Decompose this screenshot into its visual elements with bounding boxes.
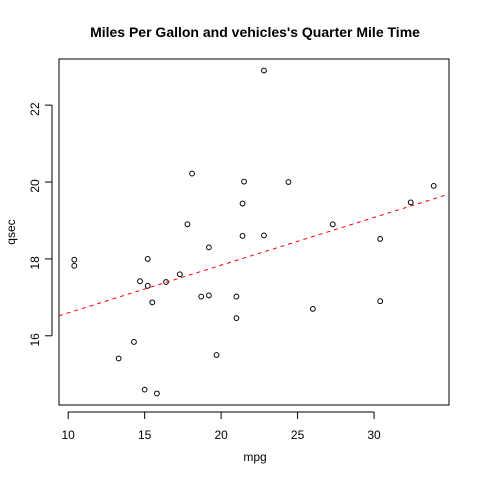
data-point-1 (233, 293, 240, 300)
data-point-14 (71, 256, 78, 263)
data-point-6 (131, 339, 137, 345)
data-point-16 (137, 278, 143, 285)
x-tick-label-15: 15 (138, 428, 152, 442)
data-point-8 (261, 67, 267, 74)
data-point-9 (205, 244, 212, 251)
data-point-29 (213, 352, 220, 358)
data-point-22 (144, 282, 151, 289)
data-point-0 (233, 315, 240, 322)
x-tick-label-25: 25 (291, 428, 305, 442)
regression-line (58, 193, 450, 317)
data-point-5 (189, 170, 195, 177)
plot-border (58, 58, 450, 406)
data-point-26 (309, 305, 316, 312)
points-layer (71, 67, 437, 397)
data-point-20 (241, 178, 247, 185)
data-point-12 (176, 271, 183, 278)
y-tick-label-20: 20 (28, 179, 42, 193)
data-point-18 (377, 236, 384, 242)
y-tick-label-22: 22 (28, 102, 42, 116)
data-point-19 (430, 182, 437, 189)
data-point-21 (149, 299, 156, 306)
data-point-2 (261, 232, 267, 239)
data-point-4 (198, 293, 205, 300)
y-tick-label-18: 18 (28, 256, 42, 270)
x-tick-label-10: 10 (61, 428, 75, 442)
y-tick-label-16: 16 (28, 333, 42, 347)
data-point-30 (141, 386, 148, 393)
x-tick-label-20: 20 (214, 428, 228, 442)
x-tick-label-30: 30 (367, 428, 381, 442)
data-point-31 (239, 232, 246, 239)
data-point-27 (377, 298, 384, 305)
data-point-15 (71, 262, 78, 269)
y-axis: 16 18 20 22 (28, 102, 53, 347)
data-point-28 (153, 390, 160, 397)
data-point-25 (329, 221, 336, 228)
data-point-13 (144, 256, 151, 262)
y-axis-label: qsec (4, 219, 18, 244)
chart-title: Miles Per Gallon and vehicles's Quarter … (90, 24, 420, 40)
data-point-3 (239, 200, 246, 207)
x-axis: 10 15 20 25 30 (61, 411, 381, 442)
x-axis-label: mpg (243, 450, 266, 464)
data-point-24 (205, 292, 212, 299)
data-point-17 (407, 199, 414, 206)
fit-line-layer (58, 193, 450, 317)
data-point-10 (184, 221, 191, 228)
data-point-23 (115, 355, 122, 362)
data-point-7 (285, 179, 292, 185)
